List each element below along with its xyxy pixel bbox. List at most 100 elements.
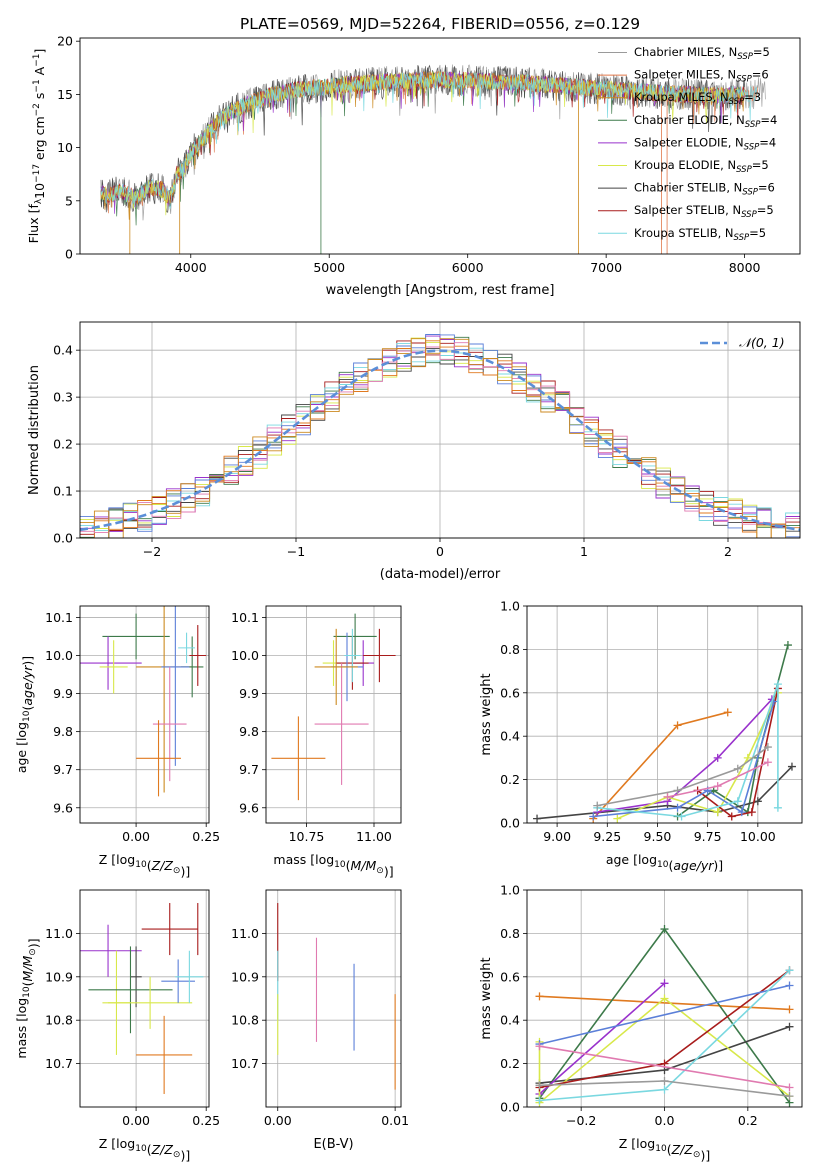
x-axis-label: Z [log10(Z/Z⊙)] (99, 1136, 190, 1163)
x-tick-label: 0.0 (655, 1113, 675, 1128)
spectrum-legend: Chabrier MILES, NSSP=5 Salpeter MILES, NS… (598, 45, 777, 243)
axes-frame (79, 605, 210, 824)
mass-weight-line (538, 982, 666, 1095)
plot-area (100, 64, 766, 254)
histogram-series (80, 338, 800, 538)
y-tick-label: 0 (65, 247, 73, 262)
y-tick-label: 10.1 (45, 610, 73, 625)
legend-label: Chabrier MILES, NSSP=5 (634, 45, 770, 62)
mass-weight-marker (785, 1092, 794, 1101)
x-axis-label: (data-model)/error (380, 567, 501, 582)
y-tick-label: 10.7 (231, 1056, 259, 1071)
mass-weight-line (538, 997, 790, 1105)
mass-weight-line (539, 995, 790, 1011)
mass-weight-marker (673, 721, 682, 730)
histogram-series (80, 335, 800, 533)
x-tick-label: 0.00 (122, 1113, 150, 1128)
x-tick-label: 9.50 (644, 829, 672, 844)
x-axis-label: wavelength [Angstrom, rest frame] (326, 283, 555, 298)
mass-weight-marker (785, 1005, 794, 1014)
y-tick-label: 10.8 (231, 1013, 259, 1028)
y-axis-label: age [log10(age/yr)] (14, 656, 35, 773)
x-tick-label: 9.00 (543, 829, 571, 844)
y-axis-label: Flux [fλ10−17 erg cm−2 s−1 A−1] (26, 49, 47, 244)
mass-weight-marker (785, 1083, 794, 1092)
mass-weight-marker (660, 979, 669, 988)
mass-weight-marker (743, 753, 752, 762)
plot-area (80, 903, 204, 1094)
mass-weight-marker (773, 803, 782, 812)
x-tick-label: 0.01 (381, 1113, 409, 1128)
x-tick-label: 4000 (175, 260, 207, 275)
x-tick-label: 6000 (452, 260, 484, 275)
y-tick-label: 10.1 (231, 610, 259, 625)
x-axis-label: age [log10(age/yr)] (606, 852, 723, 873)
legend-label: Salpeter ELODIE, NSSP=4 (634, 135, 776, 152)
y-tick-label: 15 (57, 87, 73, 102)
mass-weight-marker (733, 797, 742, 806)
axes-frame (265, 889, 402, 1108)
legend-label: Salpeter MILES, NSSP=6 (634, 68, 769, 85)
y-tick-label: 1.0 (500, 883, 520, 898)
mass-weight-marker (785, 981, 794, 990)
x-tick-label: 0 (436, 544, 444, 559)
plot-area (80, 334, 800, 538)
x-tick-label: 0.25 (192, 829, 220, 844)
mass-weight-marker (723, 708, 732, 717)
legend-label: Kroupa STELIB, NSSP=5 (634, 226, 766, 243)
y-tick-label: 10.9 (45, 969, 73, 984)
mass-weight-marker (533, 814, 542, 823)
y-tick-label: 0.4 (500, 1013, 520, 1028)
x-tick-label: 0.00 (264, 1113, 292, 1128)
axes-frame (79, 37, 801, 255)
x-tick-label: 10.00 (740, 829, 776, 844)
mass-weight-marker (660, 925, 669, 934)
y-tick-label: 9.8 (53, 724, 73, 739)
legend-label: Chabrier ELODIE, NSSP=4 (634, 113, 777, 130)
axes-frame (526, 605, 803, 824)
mass-weight-marker (535, 992, 544, 1001)
y-tick-label: 0.8 (500, 642, 520, 657)
mass-weight-marker (535, 1096, 544, 1105)
mass-weight-line (539, 1045, 790, 1089)
figure-title: PLATE=0569, MJD=52264, FIBERID=0556, z=0… (240, 15, 640, 33)
legend-label: Chabrier STELIB, NSSP=6 (634, 181, 775, 198)
mass-vs-ebv-panel: 0.00 0.01 10.7 10.8 10.9 11.0 E(B-V) (231, 889, 409, 1152)
mass-weight-line (597, 746, 769, 807)
spectrum-line (100, 71, 759, 209)
mass-weight-marker (763, 743, 772, 752)
y-tick-label: 9.9 (239, 686, 259, 701)
y-tick-label: 0.2 (53, 437, 73, 452)
legend-label: Salpeter STELIB, NSSP=5 (634, 203, 774, 220)
mass-weight-marker (713, 808, 722, 817)
y-tick-label: 0.1 (53, 484, 73, 499)
age-vs-mass-panel: 10.75 11.00 9.6 9.7 9.8 9.9 10.0 10.1 mass [log1… (231, 605, 402, 879)
x-axis-label: mass [log10(M/M⊙)] (273, 852, 393, 879)
x-axis-label: E(B-V) (313, 1137, 353, 1152)
y-tick-label: 0.0 (500, 1100, 520, 1115)
mass-weight-marker (713, 782, 722, 791)
y-axis-label: mass weight (479, 957, 494, 1039)
y-axis-label: mass [log10(M/M⊙)] (14, 938, 41, 1058)
y-tick-label: 9.8 (239, 724, 259, 739)
age-vs-metallicity-panel: 0.00 0.25 9.6 9.7 9.8 9.9 10.0 10.1 Z [log10(Z/Z… (14, 605, 220, 879)
mass-weight-marker (773, 680, 782, 689)
mass-weight-marker (535, 1081, 544, 1090)
mass-weight-line (539, 984, 790, 1045)
mass-weight-marker (677, 812, 686, 821)
x-tick-label: 7000 (590, 260, 622, 275)
x-axis-label: Z [log10(Z/Z⊙)] (99, 852, 190, 879)
mass-weight-vs-metallicity-panel: −0.2 0.0 0.2 0.0 0.2 0.4 0.6 0.8 1.0 Z [log10(Z/Z… (479, 883, 803, 1163)
y-tick-label: 10.0 (231, 648, 259, 663)
mass-weight-marker (753, 797, 762, 806)
axes-frame (526, 889, 803, 1108)
axes-frame (79, 889, 210, 1108)
y-tick-label: 9.7 (239, 762, 259, 777)
y-tick-label: 11.0 (231, 926, 259, 941)
y-tick-label: 0.0 (53, 531, 73, 546)
mass-weight-marker (783, 641, 792, 650)
mass-weight-vs-age-panel: 9.00 9.25 9.50 9.75 10.00 0.0 0.2 0.4 0.6 0.8 1.0 a… (479, 599, 803, 873)
mass-weight-marker (660, 1076, 669, 1085)
mass-weight-marker (663, 792, 672, 801)
